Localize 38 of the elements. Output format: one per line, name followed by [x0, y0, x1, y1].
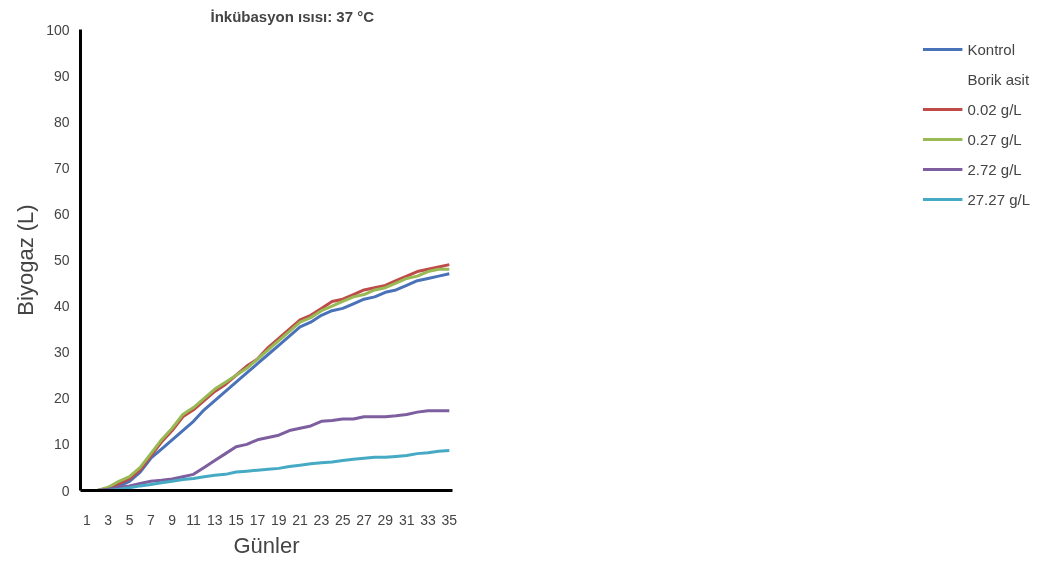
- text: Borik asit: [967, 70, 1030, 88]
- y-tick-label: 10: [53, 436, 70, 453]
- x-tick-label: 9: [168, 511, 177, 528]
- x-tick-label: 19: [270, 511, 287, 528]
- x-tick-label: 25: [334, 511, 351, 528]
- legend-label: 0.02 g/L: [967, 100, 1022, 118]
- y-tick-label: 100: [46, 21, 70, 38]
- legend-label: Kontrol: [967, 40, 1015, 58]
- y-axis-title: Biyogaz (L): [13, 204, 39, 316]
- y-tick-label: 80: [53, 113, 70, 130]
- y-tick-label: 0: [61, 482, 70, 499]
- x-tick-label: 13: [207, 511, 223, 528]
- y-tick-label: 50: [53, 252, 70, 268]
- x-axis-title: Günler: [233, 532, 300, 558]
- y-tick-label: 40: [53, 298, 70, 315]
- x-tick-label: 11: [186, 511, 201, 528]
- x-tick-label: 35: [441, 511, 458, 528]
- x-tick-label: 21: [292, 511, 309, 528]
- legend-label: 0.27 g/L: [967, 130, 1022, 148]
- y-tick-label: 30: [53, 344, 70, 361]
- chart-title: İnkübasyon ısısı: 37 °C: [210, 7, 375, 25]
- y-tick-label: 70: [53, 159, 70, 176]
- x-tick-label: 5: [125, 511, 134, 528]
- x-tick-label: 23: [313, 511, 330, 528]
- x-tick-label: 27: [356, 511, 373, 528]
- x-tick-label: 17: [249, 511, 266, 528]
- legend-label: 2.72 g/L: [967, 160, 1022, 178]
- y-tick-label: 90: [53, 67, 70, 84]
- x-tick-label: 3: [104, 511, 113, 528]
- x-tick-label: 33: [420, 511, 436, 528]
- x-tick-label: 15: [228, 511, 245, 528]
- y-tick-label: 20: [53, 390, 70, 407]
- x-tick-label: 7: [146, 511, 155, 528]
- x-tick-label: 31: [398, 511, 415, 528]
- legend-label: 27.27 g/L: [967, 190, 1030, 208]
- y-tick-label: 60: [53, 205, 70, 222]
- x-tick-label: 1: [83, 511, 91, 528]
- x-tick-label: 29: [377, 511, 394, 528]
